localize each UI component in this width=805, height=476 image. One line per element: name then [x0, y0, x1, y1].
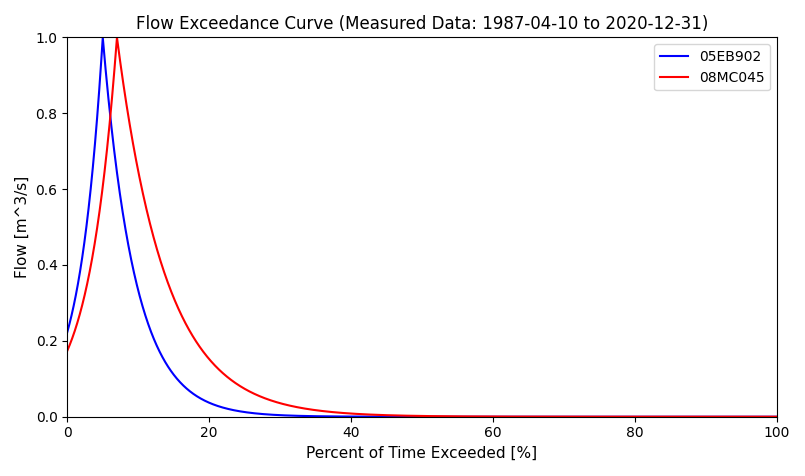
Y-axis label: Flow [m^3/s]: Flow [m^3/s] — [15, 176, 30, 278]
08MC045 — [751, 414, 761, 419]
Line: 08MC045: 08MC045 — [68, 38, 777, 416]
05EB902 — [751, 414, 761, 419]
08MC045 — [621, 414, 631, 419]
05EB902 — [408, 414, 418, 419]
08MC045 — [752, 414, 762, 419]
Title: Flow Exceedance Curve (Measured Data: 1987-04-10 to 2020-12-31): Flow Exceedance Curve (Measured Data: 19… — [136, 15, 708, 33]
05EB902 — [772, 414, 782, 419]
Line: 05EB902: 05EB902 — [68, 38, 777, 416]
X-axis label: Percent of Time Exceeded [%]: Percent of Time Exceeded [%] — [307, 446, 538, 461]
05EB902 — [389, 414, 398, 419]
05EB902 — [99, 47, 109, 53]
Legend: 05EB902, 08MC045: 05EB902, 08MC045 — [654, 44, 770, 90]
08MC045 — [389, 413, 398, 418]
05EB902 — [752, 414, 762, 419]
08MC045 — [112, 35, 122, 40]
08MC045 — [99, 178, 109, 183]
05EB902 — [98, 35, 108, 40]
05EB902 — [621, 414, 631, 419]
08MC045 — [63, 348, 72, 354]
08MC045 — [408, 413, 418, 419]
08MC045 — [772, 414, 782, 419]
05EB902 — [63, 329, 72, 335]
